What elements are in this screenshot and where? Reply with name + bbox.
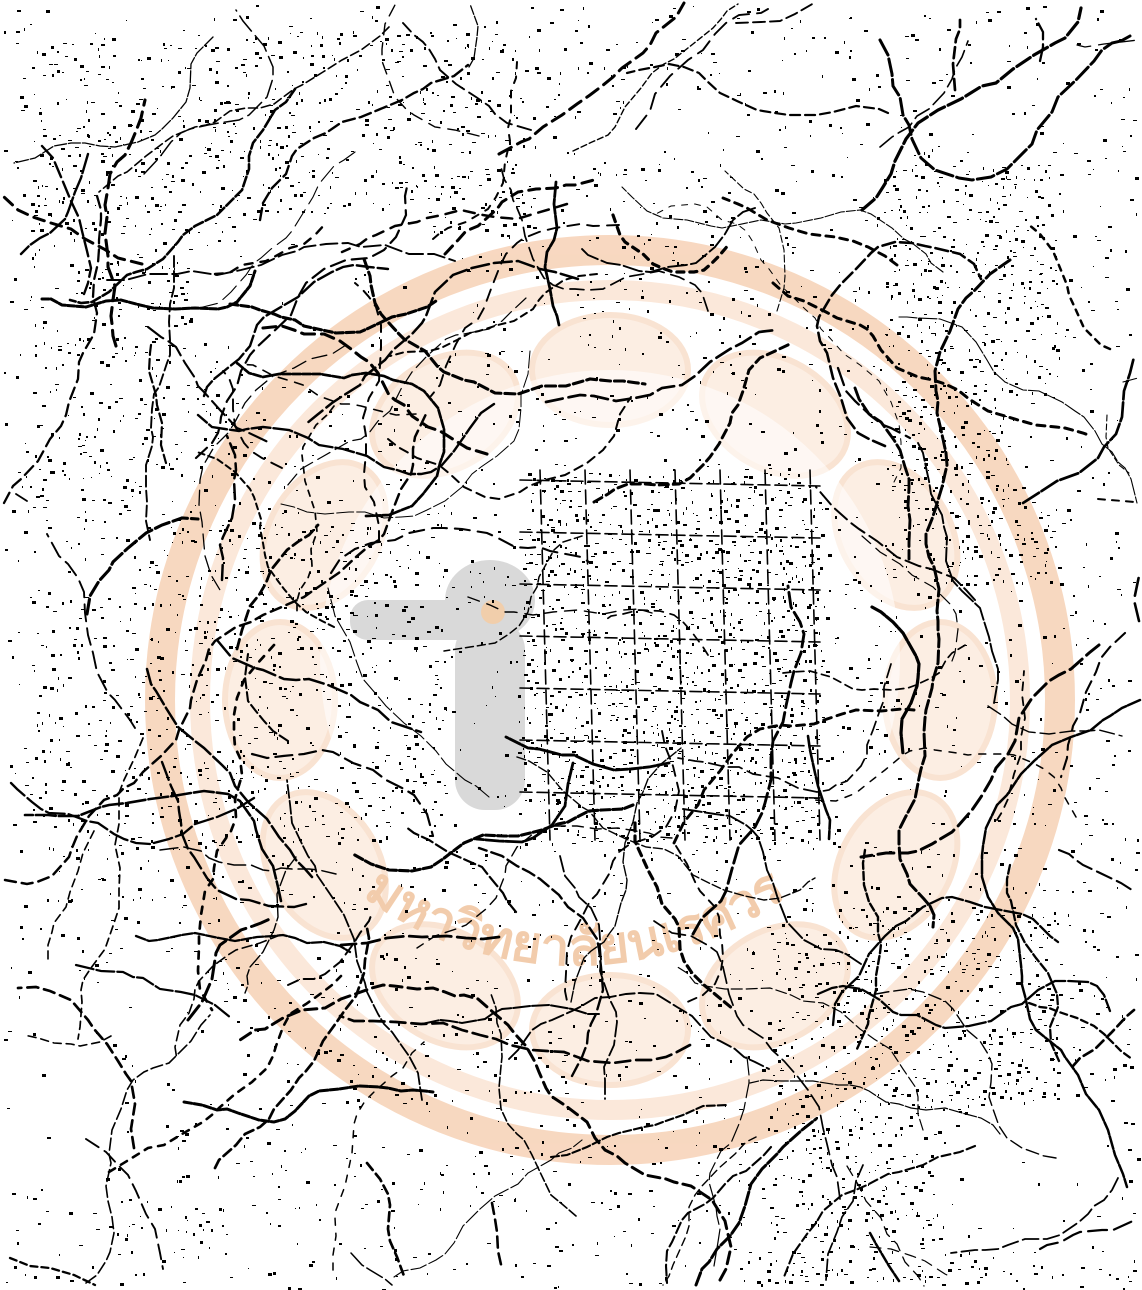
watermark-center-disc (320, 370, 900, 950)
watermark-petal (222, 619, 338, 781)
watermark-petal (259, 789, 389, 941)
watermark-petal (699, 921, 851, 1051)
watermark-petal (831, 459, 961, 611)
watermark-petal (529, 972, 691, 1088)
watermark-inner-ring (190, 280, 1030, 1120)
watermark-petal (699, 349, 851, 479)
watermark-figure-icon (350, 560, 535, 810)
watermark-seal: มหาวิทยาลัยนเรศวร (145, 235, 1075, 1165)
map-ink-speckles (4, 5, 1141, 1290)
